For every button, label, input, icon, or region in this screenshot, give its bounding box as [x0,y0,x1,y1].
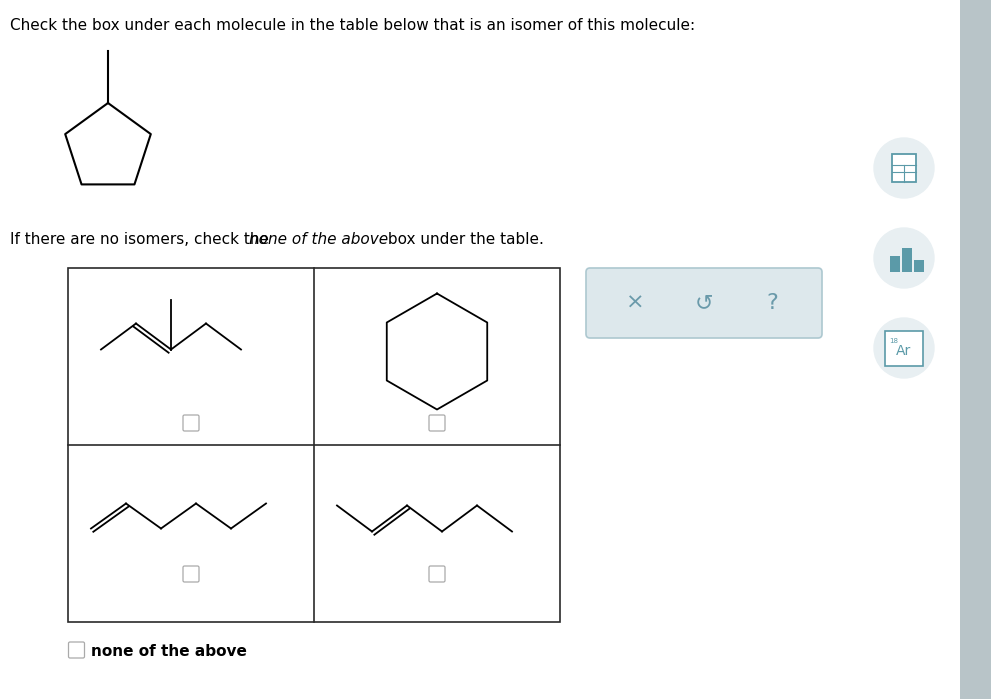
Circle shape [874,318,934,378]
FancyBboxPatch shape [429,415,445,431]
FancyBboxPatch shape [885,331,923,366]
Text: ↺: ↺ [695,293,714,313]
Bar [890,256,900,272]
Circle shape [874,138,934,198]
Text: none of the above: none of the above [91,644,247,658]
Text: ×: × [626,293,645,313]
FancyBboxPatch shape [183,566,199,582]
Bar [914,260,924,272]
Text: ?: ? [766,293,778,313]
Text: Ar: Ar [897,344,912,358]
FancyBboxPatch shape [586,268,822,338]
Bar [68,268,560,622]
FancyBboxPatch shape [68,642,84,658]
Circle shape [874,228,934,288]
Bar [902,248,912,272]
Bar [892,154,916,182]
Text: Check the box under each molecule in the table below that is an isomer of this m: Check the box under each molecule in the… [10,18,695,33]
FancyBboxPatch shape [183,415,199,431]
Text: box under the table.: box under the table. [383,232,544,247]
FancyBboxPatch shape [429,566,445,582]
Text: none of the above: none of the above [249,232,388,247]
Text: If there are no isomers, check the: If there are no isomers, check the [10,232,274,247]
Text: 18: 18 [889,338,898,344]
Bar [960,0,991,699]
